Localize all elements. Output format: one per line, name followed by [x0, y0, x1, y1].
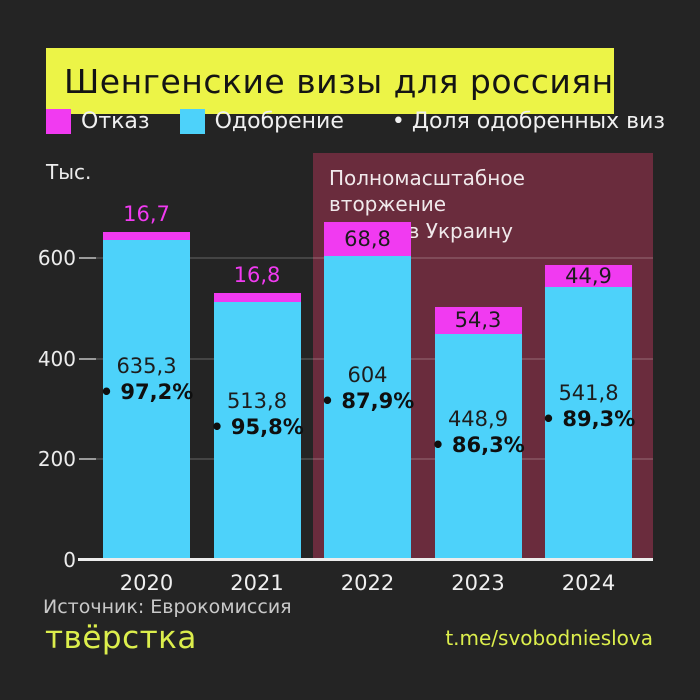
verstka-logo: твёрстка: [45, 620, 197, 656]
y-axis-unit-label: Тыс.: [46, 160, 92, 184]
y-tick-label-400: 400: [37, 346, 76, 371]
tick-mark-400: [79, 357, 96, 360]
refusal-value-label-2020: 16,7: [123, 202, 170, 227]
bar-2023-approval: [434, 334, 522, 560]
refusal-value-label-2023: 54,3: [454, 307, 502, 332]
x-tick-label-2022: 2022: [340, 571, 395, 595]
refusal-value-label-2022: 68,8: [344, 226, 391, 251]
bar-2021-approval: [213, 301, 301, 560]
approval-value-label-2023: 448,9 • 86,3%: [431, 407, 525, 458]
approval-color-swatch: [179, 109, 205, 134]
refusal-color-swatch: [46, 109, 71, 134]
legend-approval-label: Одобрение: [214, 109, 344, 134]
bar-2020-approval: [103, 240, 190, 560]
bar-2020-refusal: [103, 232, 190, 241]
bar-2024-approval: [545, 287, 632, 560]
bar-2023-refusal: [434, 306, 522, 335]
bar-2022-approval: [324, 256, 411, 560]
x-tick-label-2021: 2021: [230, 571, 284, 595]
telegram-link[interactable]: t.me/svobodnieslova: [445, 626, 653, 650]
approval-value-label-2021: 513,8 • 95,8%: [210, 388, 304, 439]
bar-2024-refusal: [545, 264, 632, 288]
bar-2022-refusal: [324, 221, 411, 257]
page-title: Шенгенские визы для россиян: [64, 61, 614, 101]
y-tick-label-0: 0: [63, 548, 76, 572]
y-tick-label-600: 600: [37, 246, 76, 271]
source-note: Источник: Еврокомиссия: [43, 596, 292, 618]
bar-2021-refusal: [213, 293, 301, 302]
x-tick-label-2024: 2024: [561, 571, 616, 595]
x-tick-label-2020: 2020: [119, 571, 174, 595]
legend: Отказ Одобрение • Доля одобренных виз: [46, 108, 665, 135]
approval-value-label-2020: 635,3 • 97,2%: [99, 354, 194, 405]
refusal-value-label-2021: 16,8: [233, 263, 281, 288]
approval-value-label-2022: 604 • 87,9%: [320, 363, 415, 413]
tick-mark-600: [79, 257, 96, 260]
legend-refusal-label: Отказ: [81, 109, 150, 134]
x-tick-label-2023: 2023: [451, 571, 505, 595]
legend-share-note: • Доля одобренных виз: [391, 109, 666, 134]
tick-mark-200: [79, 458, 96, 461]
title-banner: Шенгенские визы для россиян: [46, 48, 614, 114]
approval-value-label-2024: 541,8 • 89,3%: [541, 381, 636, 431]
y-tick-label-200: 200: [37, 447, 76, 472]
refusal-value-label-2024: 44,9: [565, 263, 612, 288]
x-axis-line: [78, 558, 653, 561]
